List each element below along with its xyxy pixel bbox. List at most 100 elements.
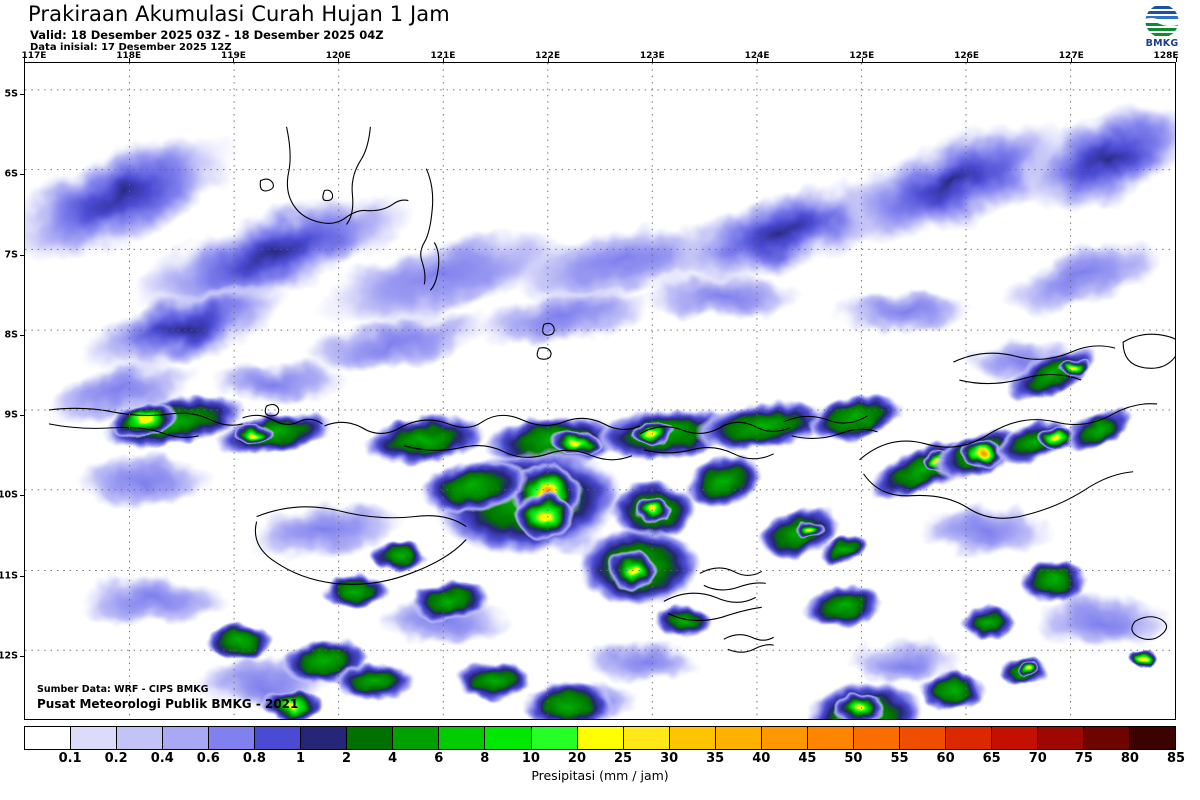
- colorbar-swatch[interactable]: [1038, 727, 1085, 749]
- x-axis-tick: [652, 58, 654, 62]
- colorbar-swatch[interactable]: [623, 727, 670, 749]
- colorbar-tick-label: 2: [342, 751, 352, 766]
- colorbar-tick-label: 70: [1028, 751, 1047, 766]
- colorbar-swatch[interactable]: [669, 727, 716, 749]
- colorbar-tick-label: 4: [388, 751, 398, 766]
- colorbar-tick-label: 35: [706, 751, 725, 766]
- colorbar-swatch[interactable]: [485, 727, 532, 749]
- y-axis-label: 9S: [4, 409, 18, 421]
- map-container: Sumber Data: WRF - CIPS BMKG Pusat Meteo…: [0, 51, 1178, 720]
- colorbar-swatches[interactable]: [24, 726, 1176, 750]
- y-axis-tick: [20, 174, 24, 176]
- x-axis-label: 117E: [21, 51, 47, 61]
- colorbar-swatch[interactable]: [301, 727, 348, 749]
- x-axis-label: 120E: [325, 51, 351, 61]
- valid-period: Valid: 18 Desember 2025 03Z - 18 Desembe…: [30, 28, 384, 42]
- y-axis-label: 12S: [0, 650, 18, 662]
- y-axis-tick: [20, 254, 24, 256]
- colorbar-swatch[interactable]: [577, 727, 624, 749]
- x-axis-tick: [1176, 58, 1177, 62]
- x-axis-label: 123E: [639, 51, 665, 61]
- precipitation-map[interactable]: Sumber Data: WRF - CIPS BMKG Pusat Meteo…: [24, 62, 1176, 720]
- colorbar-swatch[interactable]: [255, 727, 302, 749]
- x-axis-tick: [338, 58, 340, 62]
- x-axis-tick: [861, 58, 863, 62]
- colorbar-swatch[interactable]: [853, 727, 900, 749]
- x-axis-tick: [757, 58, 759, 62]
- colorbar-swatch[interactable]: [807, 727, 854, 749]
- colorbar-swatch[interactable]: [163, 727, 210, 749]
- x-axis-tick: [966, 58, 968, 62]
- colorbar-tick-label: 25: [613, 751, 633, 766]
- precipitation-raster: [25, 63, 1175, 719]
- colorbar-swatch[interactable]: [531, 727, 578, 749]
- colorbar-swatch[interactable]: [439, 727, 486, 749]
- colorbar-tick-label: 0.8: [242, 751, 266, 766]
- colorbar-tick-label: 8: [480, 751, 490, 766]
- colorbar-tick-label: 40: [752, 751, 771, 766]
- chart-header: Prakiraan Akumulasi Curah Hujan 1 Jam Va…: [0, 0, 1200, 58]
- colorbar-swatch[interactable]: [25, 727, 72, 749]
- y-axis-tick: [20, 334, 24, 336]
- colorbar-swatch[interactable]: [715, 727, 762, 749]
- x-axis-tick: [24, 58, 25, 62]
- x-axis-tick: [1071, 58, 1073, 62]
- y-axis-tick: [20, 415, 24, 417]
- x-axis-tick: [547, 58, 549, 62]
- bmkg-logo-icon: [1144, 3, 1180, 39]
- colorbar-tick-label: 75: [1074, 751, 1093, 766]
- y-axis-label: 8S: [4, 329, 18, 341]
- x-axis-label: 118E: [116, 51, 142, 61]
- coastline-layer: [48, 126, 1175, 653]
- x-axis-label: 124E: [744, 51, 770, 61]
- colorbar-tick-label: 85: [1166, 751, 1186, 766]
- colorbar-swatch[interactable]: [991, 727, 1039, 749]
- colorbar-tick-label: 0.6: [196, 751, 220, 766]
- x-axis-label: 121E: [430, 51, 456, 61]
- bmkg-logo: BMKG: [1132, 3, 1192, 55]
- colorbar-tick-label: 0.2: [104, 751, 128, 766]
- colorbar-swatch[interactable]: [209, 727, 256, 749]
- colorbar-tick-label: 60: [936, 751, 955, 766]
- colorbar-tick-label: 0.4: [150, 751, 174, 766]
- colorbar-swatch[interactable]: [945, 727, 992, 749]
- colorbar-swatch[interactable]: [117, 727, 164, 749]
- x-axis-label: 125E: [849, 51, 875, 61]
- colorbar-tick-labels: 0.1 0.2 0.4 0.6 0.8 1 2 4 6 8 10 20 25 30 35 40 45 50 55 60…: [24, 751, 1185, 771]
- colorbar-swatch[interactable]: [1084, 727, 1131, 749]
- colorbar-tick-label: 65: [982, 751, 1001, 766]
- colorbar-tick-label: 55: [890, 751, 909, 766]
- y-axis-tick: [20, 495, 24, 497]
- x-axis-tick: [442, 58, 444, 62]
- y-axis-label: 11S: [0, 570, 18, 582]
- x-axis-label: 128E: [1153, 51, 1179, 61]
- colorbar-swatch[interactable]: [761, 727, 808, 749]
- colorbar-swatch[interactable]: [347, 727, 394, 749]
- colorbar-caption: Presipitasi (mm / jam): [531, 768, 669, 783]
- colorbar-swatch[interactable]: [71, 727, 118, 749]
- y-axis-tick: [20, 94, 24, 96]
- x-axis-label: 126E: [954, 51, 979, 61]
- y-axis-label: 5S: [4, 88, 18, 100]
- colorbar-tick-label: 1: [295, 751, 305, 766]
- colorbar-swatch[interactable]: [1130, 727, 1176, 749]
- colorbar-tick-label: 10: [521, 751, 540, 766]
- colorbar-tick-label: 20: [567, 751, 586, 766]
- owner-credit: Pusat Meteorologi Publik BMKG - 2021: [37, 697, 299, 711]
- colorbar-tick-label: 0.1: [58, 751, 82, 766]
- page-title: Prakiraan Akumulasi Curah Hujan 1 Jam: [28, 2, 450, 26]
- colorbar-tick-label: 45: [798, 751, 817, 766]
- source-credit: Sumber Data: WRF - CIPS BMKG: [37, 684, 209, 695]
- x-axis-tick: [233, 58, 235, 62]
- colorbar-swatch[interactable]: [899, 727, 946, 749]
- y-axis-label: 6S: [4, 168, 18, 180]
- colorbar-tick-label: 6: [434, 751, 444, 766]
- colorbar-swatch[interactable]: [393, 727, 440, 749]
- x-axis-label: 119E: [220, 51, 246, 61]
- y-axis-label: 7S: [4, 249, 18, 261]
- colorbar[interactable]: 0.1 0.2 0.4 0.6 0.8 1 2 4 6 8 10 20 25 30 35 40 45 50 55 60…: [24, 726, 1185, 766]
- y-axis-label: 10S: [0, 489, 18, 501]
- y-axis-tick: [20, 655, 24, 657]
- initial-data-time: Data inisial: 17 Desember 2025 12Z: [30, 42, 232, 53]
- map-gridlines: [25, 63, 1175, 719]
